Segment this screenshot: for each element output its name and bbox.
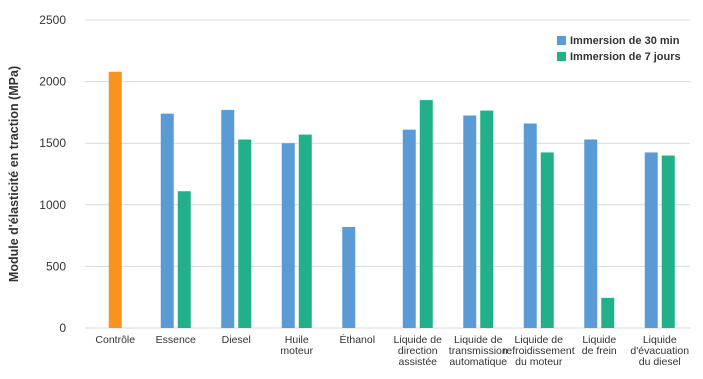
x-category-label-line: du moteur [515, 356, 563, 368]
bar-immersion-7-jours [177, 191, 191, 328]
x-category-label: Liquide d'évacuation du diesel [630, 334, 689, 368]
x-category-label: Liquide de frein [582, 334, 617, 357]
x-category-label-line: Liquide [582, 334, 616, 346]
x-category-label-line: du diesel [639, 356, 681, 368]
y-tick-label: 2500 [39, 13, 66, 27]
x-category-label: Liquide de direction assistée [394, 334, 443, 368]
bar-immersion-30-min [523, 123, 537, 328]
x-category-label: Huile moteur [280, 334, 313, 357]
y-tick-label: 2000 [39, 75, 66, 89]
x-category-label-line: Contrôle [95, 334, 135, 346]
x-category-label-line: transmission [449, 345, 508, 357]
legend-swatch [557, 52, 566, 61]
bar-immersion-30-min [644, 152, 658, 328]
bar-control [108, 71, 122, 328]
x-category-label-line: Liquide [643, 334, 677, 346]
bar-immersion-7-jours [480, 110, 494, 328]
bar-immersion-30-min [281, 143, 295, 328]
gridlines [85, 19, 690, 329]
bar-immersion-30-min [463, 115, 477, 328]
x-category-label: Contrôle [95, 334, 135, 346]
bar-immersion-7-jours [298, 134, 312, 328]
bar-immersion-7-jours [238, 139, 252, 328]
x-category-label-line: moteur [280, 345, 313, 357]
x-category-label-line: Liquide de [394, 334, 443, 346]
x-category-label-line: d'évacuation [630, 345, 689, 357]
y-tick-label: 500 [46, 259, 66, 273]
x-category-label-line: Huile [285, 334, 309, 346]
bar-immersion-30-min [402, 129, 416, 328]
x-axis: Contrôle Essence Diesel Huile moteur Éthanol L… [95, 333, 689, 368]
y-axis-label: Module d'élasticité en traction (MPa) [7, 66, 21, 282]
legend: Immersion de 30 min Immersion de 7 jours [557, 35, 681, 63]
bar-immersion-7-jours [419, 100, 433, 328]
x-category-label-line: assistée [398, 356, 437, 368]
bar-immersion-30-min [342, 226, 356, 328]
x-category-label: Liquide de transmission automatique [449, 334, 508, 368]
x-category-label-line: Essence [156, 334, 196, 346]
x-category-label-line: refroidissement [503, 345, 575, 357]
bar-immersion-30-min [160, 113, 174, 328]
x-category-label: Diesel [222, 334, 251, 346]
bar-immersion-7-jours [601, 297, 615, 328]
x-category-label-line: Liquide de [454, 334, 503, 346]
x-category-label-line: Éthanol [339, 333, 375, 346]
x-category-label-line: direction [398, 345, 438, 357]
x-category-label: Liquide de refroidissement du moteur [503, 334, 575, 368]
x-category-label-line: automatique [449, 356, 507, 368]
y-axis: 0 500 1000 1500 2000 2500 [39, 13, 66, 335]
y-tick-label: 0 [59, 321, 66, 335]
x-category-label-line: de frein [582, 345, 617, 357]
bar-immersion-7-jours [540, 152, 554, 328]
legend-label: Immersion de 7 jours [570, 51, 681, 63]
x-category-label-line: Diesel [222, 334, 251, 346]
y-tick-label: 1500 [39, 136, 66, 150]
x-category-label: Essence [156, 334, 196, 346]
bar-immersion-30-min [584, 139, 598, 328]
bar-immersion-30-min [221, 109, 235, 328]
x-category-label: Éthanol [339, 333, 375, 346]
y-tick-label: 1000 [39, 198, 66, 212]
bars [108, 71, 675, 328]
legend-label: Immersion de 30 min [570, 35, 680, 47]
legend-swatch [557, 36, 566, 45]
x-category-label-line: Liquide de [515, 334, 564, 346]
bar-immersion-7-jours [661, 155, 675, 328]
